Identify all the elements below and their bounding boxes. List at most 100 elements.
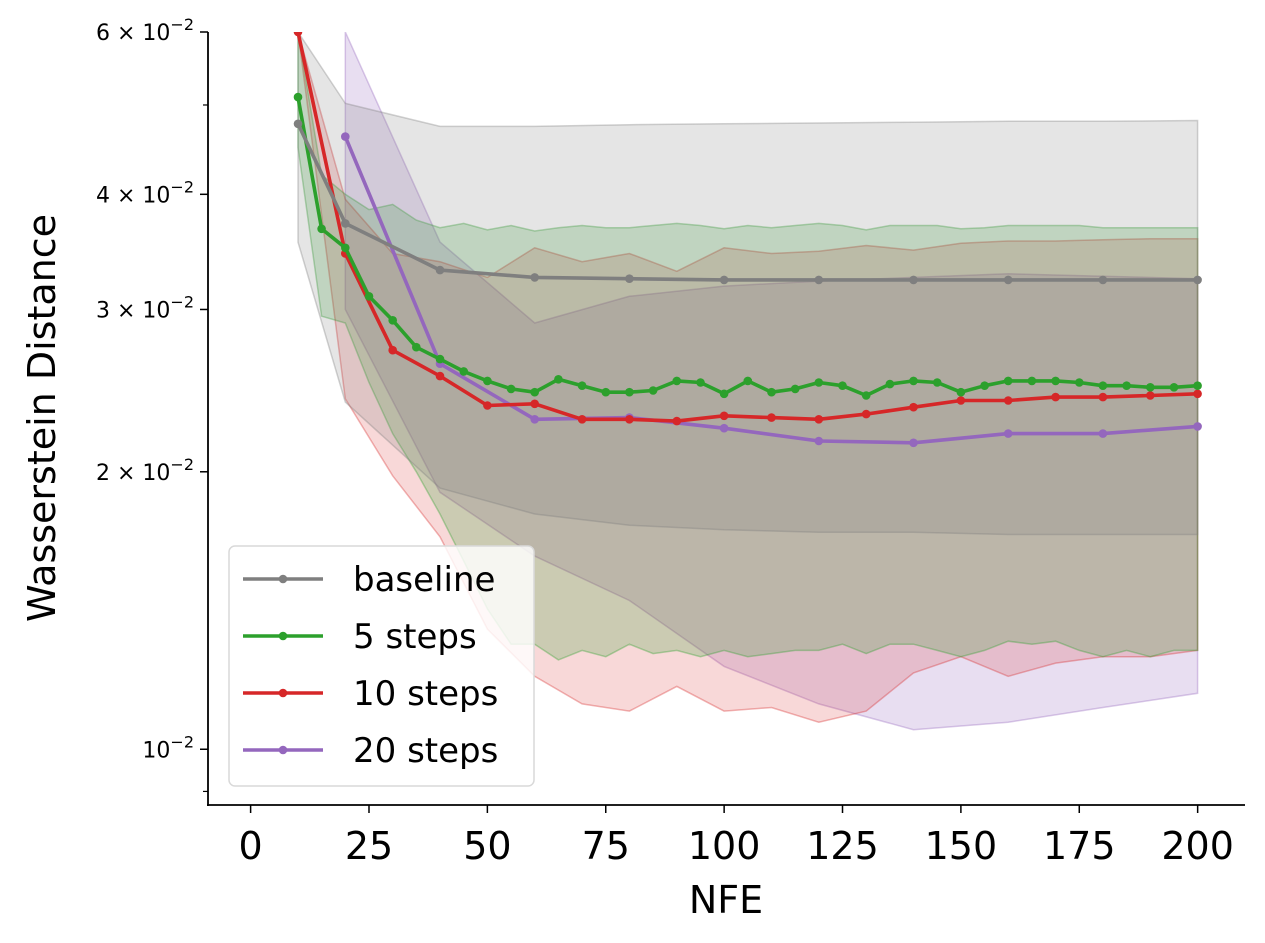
point-10-steps bbox=[293, 32, 303, 37]
point-10-steps bbox=[530, 399, 539, 409]
legend-label: 10 steps bbox=[353, 674, 498, 714]
point-5-steps bbox=[364, 292, 374, 301]
y-axis-title: Wasserstein Distance bbox=[20, 214, 64, 622]
point-20-steps bbox=[341, 132, 350, 141]
point-10-steps bbox=[577, 415, 587, 424]
point-20-steps bbox=[1193, 422, 1202, 431]
legend-marker bbox=[278, 688, 288, 698]
point-5-steps bbox=[1146, 383, 1155, 392]
point-5-steps bbox=[696, 378, 705, 387]
point-10-steps bbox=[388, 345, 398, 355]
point-5-steps bbox=[459, 367, 469, 376]
legend-item-baseline: baseline bbox=[243, 560, 495, 600]
y-tick-label: 6 × 10−2 bbox=[96, 15, 194, 46]
point-5-steps bbox=[1169, 383, 1179, 392]
point-20-steps bbox=[530, 415, 539, 424]
point-5-steps bbox=[648, 386, 658, 395]
point-10-steps bbox=[435, 371, 445, 381]
legend-label: baseline bbox=[353, 560, 495, 600]
point-5-steps bbox=[814, 378, 824, 387]
x-tick-label: 0 bbox=[239, 824, 263, 868]
point-5-steps bbox=[412, 342, 421, 352]
band-20-steps bbox=[344, 32, 1199, 731]
x-tick-label: 125 bbox=[806, 824, 879, 868]
point-5-steps bbox=[1122, 381, 1131, 391]
legend-label: 5 steps bbox=[353, 617, 477, 657]
point-5-steps bbox=[506, 384, 516, 394]
legend-item-5-steps: 5 steps bbox=[243, 617, 477, 657]
band-baseline bbox=[297, 32, 1199, 536]
point-10-steps bbox=[956, 396, 966, 405]
line-20-steps bbox=[343, 134, 1200, 445]
point-10-steps bbox=[767, 413, 776, 422]
point-5-steps bbox=[483, 376, 492, 386]
point-5-steps bbox=[861, 391, 871, 400]
legend-box bbox=[228, 545, 535, 787]
point-5-steps bbox=[435, 354, 445, 364]
y-tick-label: 4 × 10−2 bbox=[96, 177, 194, 208]
point-5-steps bbox=[293, 92, 303, 102]
point-5-steps bbox=[956, 387, 966, 397]
point-10-steps bbox=[909, 402, 918, 412]
point-5-steps bbox=[317, 224, 326, 234]
point-10-steps bbox=[1193, 389, 1202, 399]
legend-marker bbox=[278, 574, 288, 584]
point-5-steps bbox=[743, 376, 753, 386]
x-tick-label: 175 bbox=[1043, 824, 1116, 868]
point-baseline bbox=[814, 275, 824, 285]
y-tick-label: 3 × 10−2 bbox=[96, 292, 194, 323]
point-10-steps bbox=[1098, 392, 1108, 402]
point-5-steps bbox=[885, 379, 895, 389]
series-baseline bbox=[293, 119, 1202, 285]
axes bbox=[207, 32, 1245, 806]
point-10-steps bbox=[483, 401, 492, 410]
legend-item-20-steps: 20 steps bbox=[243, 731, 498, 771]
point-5-steps bbox=[1051, 376, 1060, 386]
point-5-steps bbox=[672, 376, 682, 386]
point-baseline bbox=[293, 119, 303, 129]
point-5-steps bbox=[980, 381, 989, 391]
band-5-steps bbox=[297, 32, 1199, 661]
point-5-steps bbox=[601, 387, 611, 397]
point-20-steps bbox=[1003, 429, 1013, 438]
x-tick-label: 75 bbox=[582, 824, 630, 868]
point-10-steps bbox=[625, 415, 634, 424]
x-tick-label: 200 bbox=[1161, 824, 1234, 868]
point-baseline bbox=[625, 274, 634, 284]
point-5-steps bbox=[1193, 381, 1202, 391]
point-10-steps bbox=[1051, 392, 1060, 402]
legend-marker bbox=[278, 745, 288, 755]
point-5-steps bbox=[1027, 376, 1037, 386]
x-axis-title: NFE bbox=[689, 878, 763, 922]
point-baseline bbox=[435, 265, 445, 275]
legend-item-10-steps: 10 steps bbox=[243, 674, 498, 714]
series-20-steps bbox=[341, 132, 1202, 448]
x-tick-label: 100 bbox=[688, 824, 761, 868]
legend-marker bbox=[278, 631, 288, 641]
point-5-steps bbox=[577, 381, 587, 391]
series-lines bbox=[293, 32, 1202, 448]
point-5-steps bbox=[554, 375, 563, 384]
ticks: 0 25 50 75 100 125 150 175 200 10−2 2 × 10−2 3 × 10… bbox=[96, 15, 1234, 868]
point-20-steps bbox=[719, 423, 729, 433]
point-5-steps bbox=[1003, 376, 1013, 386]
point-10-steps bbox=[672, 416, 682, 426]
x-tick-label: 150 bbox=[925, 824, 998, 868]
point-10-steps bbox=[1003, 396, 1013, 405]
point-baseline bbox=[1003, 275, 1013, 285]
point-baseline bbox=[719, 275, 729, 285]
point-5-steps bbox=[388, 316, 398, 325]
point-baseline bbox=[909, 275, 918, 285]
legend: baseline 5 steps 10 steps 20 steps bbox=[228, 545, 535, 787]
point-5-steps bbox=[790, 384, 800, 394]
point-10-steps bbox=[1146, 391, 1155, 400]
point-20-steps bbox=[1098, 429, 1108, 438]
point-5-steps bbox=[719, 389, 729, 399]
point-5-steps bbox=[530, 387, 539, 397]
y-tick-label: 2 × 10−2 bbox=[96, 455, 194, 486]
point-baseline bbox=[530, 273, 539, 282]
point-5-steps bbox=[625, 387, 634, 397]
point-baseline bbox=[341, 219, 350, 228]
series-10-steps bbox=[293, 32, 1202, 426]
